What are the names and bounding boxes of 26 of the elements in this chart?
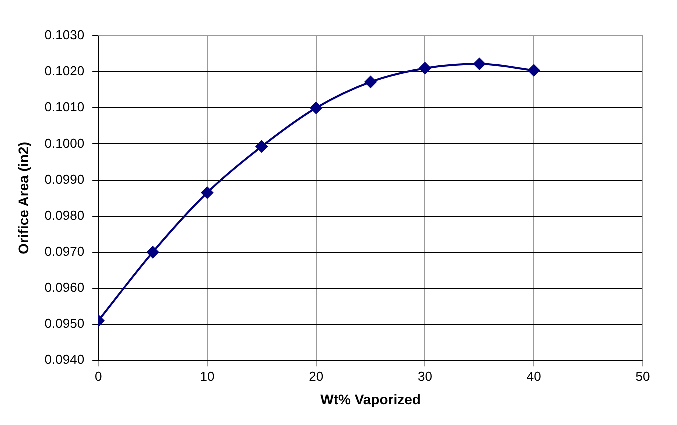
point [201, 186, 214, 199]
point [528, 64, 540, 77]
point [419, 62, 432, 74]
x-tick-label: 30 [418, 368, 432, 384]
x-tick-label: 50 [636, 368, 650, 384]
y-tick-label: 0.1010 [44, 100, 85, 115]
y-tick-label: 0.0980 [44, 208, 85, 223]
point [364, 76, 377, 88]
y-tick-label: 0.0990 [44, 172, 85, 187]
y-tick-label: 0.0950 [44, 316, 85, 332]
x-tick-label: 40 [526, 368, 542, 384]
point [310, 102, 322, 114]
point [474, 58, 486, 70]
y-tick-label: 0.0970 [44, 244, 85, 259]
y-tick-label: 0.0940 [44, 352, 85, 368]
y-tick-label: 0.1020 [44, 64, 85, 79]
y-tick-label: 0.1000 [44, 136, 85, 151]
y-axis-title: Orifice Area (in2) [15, 142, 32, 254]
point [147, 246, 160, 258]
y-tick-label: 0.1030 [44, 28, 85, 43]
x-tick-label: 0 [94, 368, 102, 384]
x-tick-label: 10 [200, 368, 215, 384]
x-tick-label: 20 [309, 368, 324, 384]
point [256, 140, 268, 153]
y-tick-label: 0.0960 [44, 280, 85, 296]
x-axis-title: Wt% Vaporized [320, 391, 421, 408]
